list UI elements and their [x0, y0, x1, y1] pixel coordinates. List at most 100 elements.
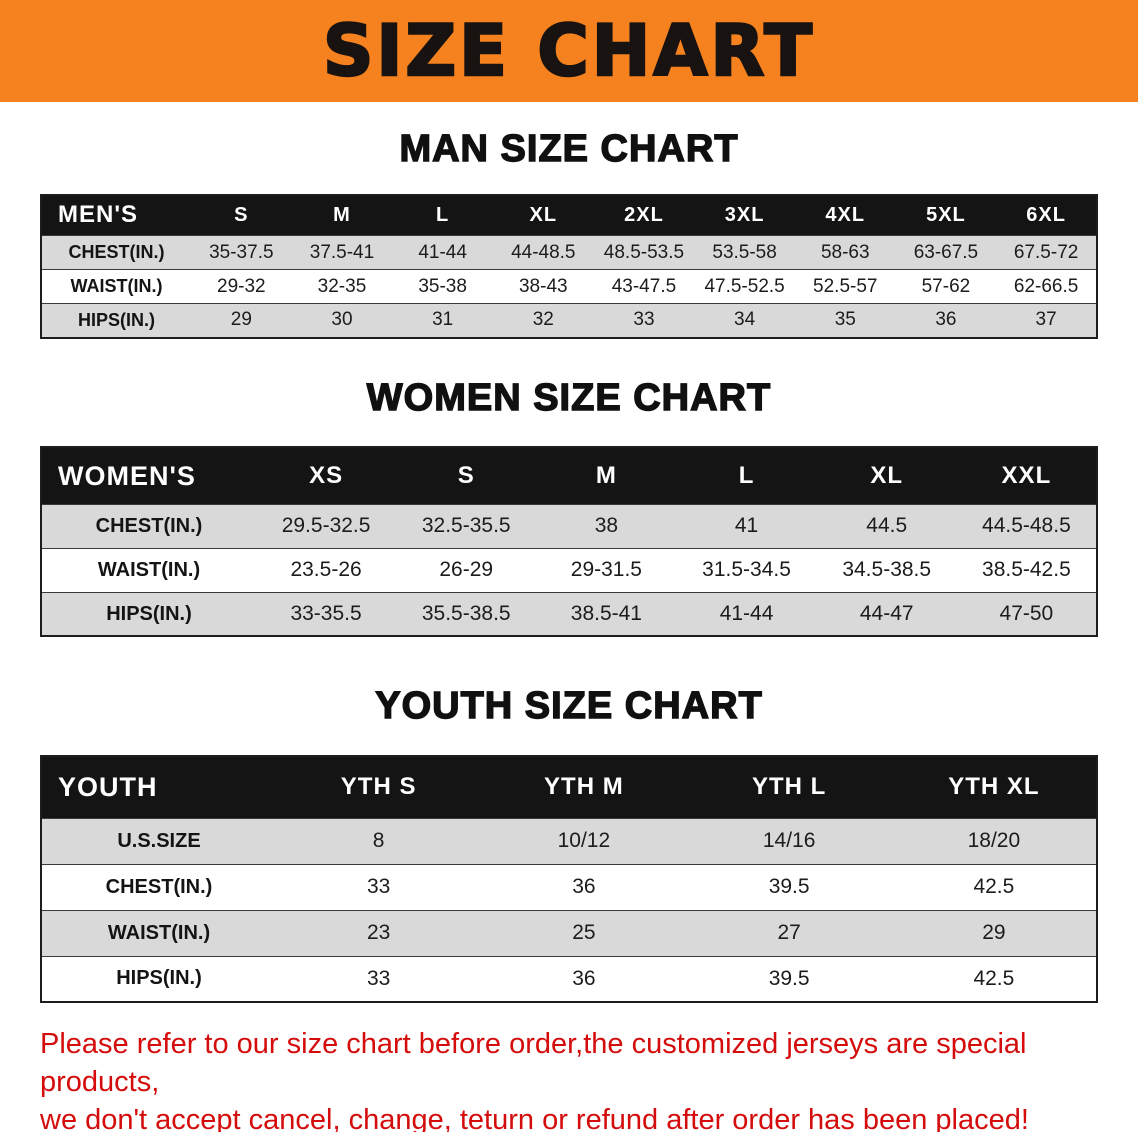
size-column-header: S: [191, 194, 292, 236]
size-value-cell: 30: [331, 309, 353, 331]
size-value-cell: 62-66.5: [1013, 275, 1079, 297]
size-value-cell: 29-32: [217, 275, 266, 297]
size-value-cell: 29.5-32.5: [281, 514, 371, 538]
size-value-cell: 31.5-34.5: [702, 558, 791, 582]
size-value-cell: 29: [230, 309, 252, 331]
table-row: U.S.SIZE 8 10/12 14/16 18/20: [41, 818, 1097, 865]
table-row: CHEST(IN.) 33 36 39.5 42.5: [41, 864, 1097, 911]
size-value-cell: 35-37.5: [209, 241, 274, 263]
size-value-cell: 41-44: [418, 241, 467, 263]
table-row: HIPS(IN.) 33 36 39.5 42.5: [41, 956, 1097, 1003]
size-value-cell: 33-35.5: [290, 602, 362, 626]
size-table: WOMEN'S XS S M L XL XXL CHEST(IN.) 29.5-32.5 32.5…: [40, 446, 1098, 638]
row-label: U.S.SIZE: [117, 829, 201, 852]
size-column-header: YTH M: [481, 756, 687, 819]
size-value-cell: 32-35: [317, 275, 367, 297]
size-value-cell: 26-29: [439, 558, 494, 582]
size-column-header: YTH XL: [891, 756, 1097, 819]
size-value-cell: 23: [366, 921, 391, 945]
size-value-cell: 18/20: [967, 829, 1021, 853]
row-label: CHEST(IN.): [68, 242, 165, 263]
size-column-header: M: [536, 447, 677, 505]
size-value-cell: 37: [1035, 309, 1057, 331]
size-value-cell: 32: [532, 309, 554, 331]
size-table: YOUTH YTH S YTH M YTH L YTH XL U.S.SIZE 8 10/12…: [40, 755, 1098, 1004]
size-value-cell: 58-63: [820, 241, 870, 263]
size-value-cell: 27: [777, 921, 801, 945]
size-column-header: L: [392, 194, 493, 236]
women-size-section: WOMEN SIZE CHART WOMEN'S XS S M L XL XXL CHEST(…: [0, 376, 1138, 638]
size-column-header: YTH L: [686, 756, 892, 819]
table-row: CHEST(IN.) 35-37.5 37.5-41 41-44 44-48.5 48.5…: [41, 235, 1097, 270]
table-header-row: YOUTH YTH S YTH M YTH L YTH XL: [41, 756, 1097, 819]
size-value-cell: 37.5-41: [309, 241, 375, 263]
size-column-header: 6XL: [996, 194, 1097, 236]
table-row: WAIST(IN.) 23.5-26 26-29 29-31.5 31.5-34.5 34…: [41, 548, 1097, 593]
size-value-cell: 33: [633, 309, 655, 331]
row-label: HIPS(IN.): [106, 602, 192, 625]
size-value-cell: 41: [734, 514, 759, 538]
disclaimer-line-1: Please refer to our size chart before or…: [40, 1028, 1027, 1099]
size-value-cell: 36: [572, 966, 596, 990]
table-row: HIPS(IN.) 33-35.5 35.5-38.5 38.5-41 41-44 44-…: [41, 592, 1097, 637]
size-value-cell: 47.5-52.5: [704, 275, 785, 297]
table-row: WAIST(IN.) 23 25 27 29: [41, 910, 1097, 957]
size-value-cell: 14/16: [762, 829, 816, 853]
size-value-cell: 44.5: [866, 514, 908, 538]
table-corner-label: WOMEN'S: [41, 447, 256, 505]
banner-title: SIZE CHART: [322, 10, 816, 92]
size-value-cell: 35: [834, 309, 856, 331]
size-value-cell: 10/12: [557, 829, 611, 853]
size-value-cell: 38-43: [518, 275, 568, 297]
size-value-cell: 43-47.5: [611, 275, 677, 297]
size-column-header: 3XL: [694, 194, 795, 236]
size-value-cell: 38.5-42.5: [982, 558, 1071, 582]
women-size-table: WOMEN'S XS S M L XL XXL CHEST(IN.) 29.5-32.5 32.5…: [0, 446, 1138, 638]
size-value-cell: 57-62: [921, 275, 971, 297]
size-column-header: XL: [816, 447, 957, 505]
size-value-cell: 39.5: [768, 875, 810, 899]
size-value-cell: 36: [935, 309, 957, 331]
size-value-cell: 32.5-35.5: [421, 514, 511, 538]
size-value-cell: 39.5: [768, 966, 810, 990]
size-value-cell: 44-47: [859, 602, 914, 626]
size-value-cell: 36: [572, 875, 596, 899]
size-value-cell: 47-50: [999, 602, 1054, 626]
men-size-section: MAN SIZE CHART MEN'S S M L XL 2XL 3XL 4XL 5XL 6XL…: [0, 127, 1138, 339]
table-row: CHEST(IN.) 29.5-32.5 32.5-35.5 38 41 44.5 44.5…: [41, 504, 1097, 549]
size-table: MEN'S S M L XL 2XL 3XL 4XL 5XL 6XL CHEST(IN.) 35-37…: [40, 193, 1098, 339]
size-value-cell: 35.5-38.5: [421, 602, 511, 626]
men-size-table: MEN'S S M L XL 2XL 3XL 4XL 5XL 6XL CHEST(IN.) 35-37…: [0, 193, 1138, 339]
size-value-cell: 41-44: [719, 602, 774, 626]
size-value-cell: 38.5-41: [570, 602, 642, 626]
size-value-cell: 67.5-72: [1013, 241, 1079, 263]
disclaimer: Please refer to our size chart before or…: [0, 1025, 1138, 1132]
size-column-header: YTH S: [276, 756, 482, 819]
size-column-header: 4XL: [794, 194, 896, 236]
row-label: HIPS(IN.): [77, 309, 155, 330]
women-section-heading: WOMEN SIZE CHART: [366, 376, 772, 419]
size-value-cell: 33: [366, 966, 391, 990]
size-value-cell: 38: [594, 514, 619, 538]
size-value-cell: 53.5-58: [712, 241, 777, 263]
size-value-cell: 48.5-53.5: [603, 241, 685, 263]
table-header-row: MEN'S S M L XL 2XL 3XL 4XL 5XL 6XL: [41, 194, 1097, 236]
table-row: HIPS(IN.) 29 30 31 32 33 34 35 36 37: [41, 303, 1097, 338]
size-value-cell: 52.5-57: [813, 275, 878, 297]
size-value-cell: 31: [432, 309, 454, 331]
row-label: WAIST(IN.): [70, 276, 163, 297]
row-label: CHEST(IN.): [95, 514, 203, 537]
table-header-row: WOMEN'S XS S M L XL XXL: [41, 447, 1097, 505]
table-corner-label: YOUTH: [41, 756, 276, 819]
size-column-header: XS: [256, 447, 397, 505]
size-value-cell: 25: [572, 921, 596, 945]
size-column-header: 2XL: [593, 194, 695, 236]
size-value-cell: 29: [982, 921, 1006, 945]
size-value-cell: 42.5: [973, 966, 1015, 990]
table-corner-label: MEN'S: [41, 194, 191, 236]
size-value-cell: 42.5: [973, 875, 1015, 899]
size-value-cell: 63-67.5: [913, 241, 979, 263]
size-column-header: 5XL: [895, 194, 997, 236]
size-value-cell: 33: [366, 875, 391, 899]
